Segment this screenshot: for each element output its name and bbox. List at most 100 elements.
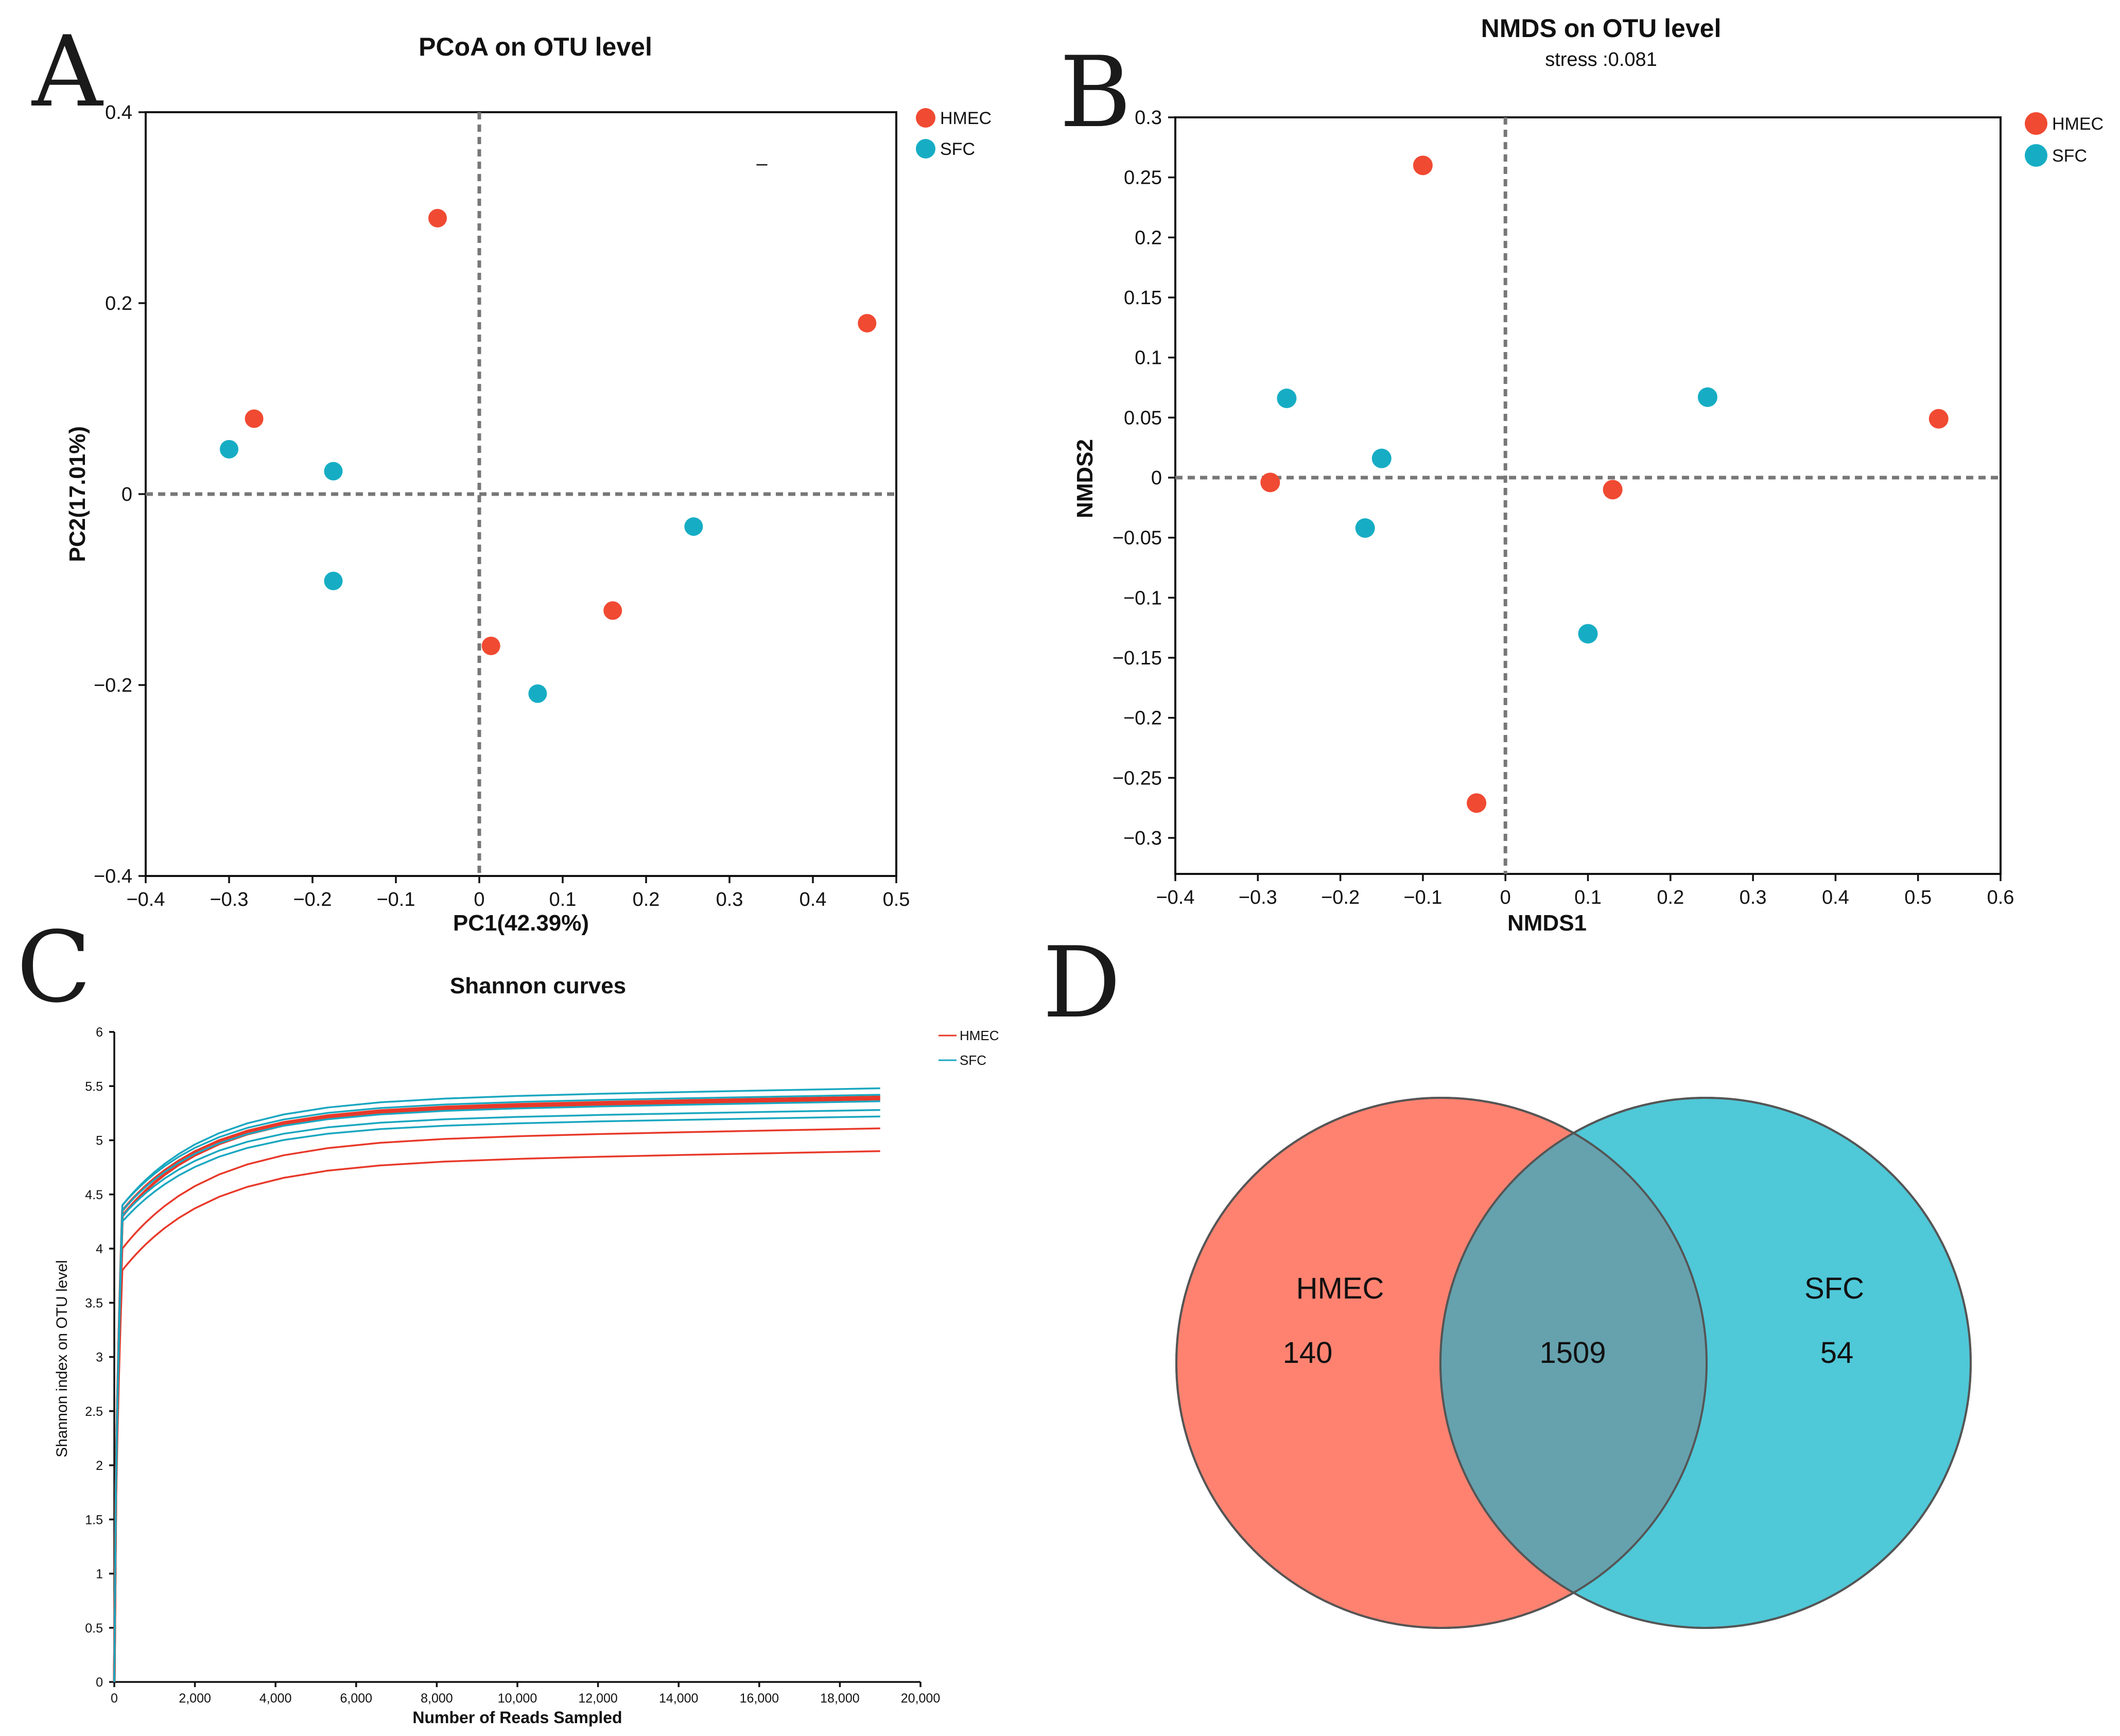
- nmds-x-tick-label: 0.1: [1574, 887, 1602, 908]
- shannon-legend-hmec-label: HMEC: [960, 1028, 999, 1043]
- shannon-curve-sfc: [113, 1087, 880, 1682]
- nmds-legend: HMEC SFC: [2025, 112, 2104, 167]
- nmds-y-tick-label: −0.1: [1123, 587, 1162, 609]
- pcoa-annotation: –: [756, 153, 768, 174]
- shannon-x-tick-label: 6,000: [340, 1691, 373, 1706]
- shannon-y-tick-label: 0.5: [85, 1621, 103, 1636]
- nmds-y-tick-label: 0.1: [1135, 347, 1162, 369]
- nmds-y-tick-label: −0.05: [1113, 528, 1162, 549]
- pcoa-y-tick-label: −0.4: [94, 866, 132, 887]
- nmds-x-tick-label: −0.1: [1403, 887, 1442, 908]
- nmds-x-tick-label: −0.4: [1156, 887, 1194, 908]
- venn-outline-hmec: [1175, 1097, 1708, 1629]
- pcoa-title: PCoA on OTU level: [419, 32, 652, 61]
- pcoa-legend-sfc-marker: [916, 139, 935, 159]
- pcoa-point-sfc: [220, 440, 238, 459]
- nmds-chart: NMDS on OTU level stress :0.081 −0.4 −0.3…: [1072, 14, 2104, 936]
- nmds-x-tick-label: 0.3: [1740, 887, 1767, 908]
- venn-outline-sfc: [1439, 1097, 1972, 1629]
- pcoa-legend: HMEC SFC: [916, 108, 992, 159]
- shannon-x-tick-label: 18,000: [820, 1691, 859, 1706]
- nmds-x-tick-label: −0.3: [1239, 887, 1277, 908]
- shannon-y-tick-label: 2: [96, 1459, 103, 1473]
- pcoa-x-tick-label: −0.2: [293, 889, 332, 910]
- shannon-curve-hmec: [113, 1095, 880, 1682]
- pcoa-point-hmec: [428, 208, 447, 227]
- shannon-x-tick-label: 16,000: [740, 1691, 779, 1706]
- pcoa-y-tick-label: 0.4: [105, 102, 132, 124]
- shannon-legend: HMEC SFC: [939, 1028, 999, 1068]
- nmds-y-axis-label: NMDS2: [1072, 439, 1098, 518]
- nmds-legend-hmec-label: HMEC: [2052, 114, 2104, 134]
- pcoa-point-sfc: [324, 462, 343, 481]
- nmds-point-sfc: [1578, 624, 1598, 644]
- nmds-x-axis-label: NMDS1: [1507, 910, 1587, 936]
- venn-count-hmec-unique: 140: [1283, 1336, 1333, 1370]
- shannon-curve-hmec: [113, 1150, 880, 1682]
- shannon-x-tick-label: 12,000: [578, 1691, 617, 1706]
- shannon-y-tick-label: 1: [96, 1567, 103, 1582]
- pcoa-x-tick-label: −0.3: [210, 889, 248, 910]
- panel-letter-b: B: [1059, 36, 1132, 149]
- pcoa-x-tick-label: −0.4: [126, 889, 165, 910]
- pcoa-y-tick-label: 0: [121, 484, 132, 505]
- nmds-legend-hmec-marker: [2025, 112, 2047, 135]
- pcoa-legend-hmec-label: HMEC: [940, 109, 992, 128]
- shannon-x-tick-label: 14,000: [659, 1691, 698, 1706]
- nmds-point-sfc: [1355, 518, 1375, 538]
- nmds-y-tick-label: −0.2: [1123, 708, 1162, 729]
- pcoa-x-tick-label: 0: [474, 889, 484, 910]
- nmds-legend-sfc-marker: [2025, 144, 2047, 167]
- shannon-x-axis-label: Number of Reads Sampled: [412, 1708, 622, 1727]
- pcoa-x-tick-label: 0.4: [800, 889, 827, 910]
- shannon-legend-sfc-label: SFC: [960, 1053, 986, 1068]
- nmds-point-hmec: [1260, 472, 1280, 493]
- shannon-x-tick-label: 4,000: [259, 1691, 292, 1706]
- shannon-curve-sfc: [113, 1115, 880, 1682]
- nmds-title: NMDS on OTU level: [1481, 14, 1722, 43]
- nmds-y-tick-label: 0.05: [1124, 407, 1162, 429]
- shannon-curve-hmec: [113, 1096, 880, 1682]
- shannon-y-tick-label: 4: [96, 1242, 103, 1256]
- shannon-x-tick-label: 2,000: [179, 1691, 211, 1706]
- shannon-curve-sfc: [113, 1100, 880, 1682]
- nmds-x-tick-label: −0.2: [1321, 887, 1360, 908]
- nmds-y-tick-label: 0.25: [1124, 167, 1162, 189]
- shannon-y-tick-label: 3: [96, 1351, 103, 1365]
- pcoa-point-hmec: [858, 313, 877, 332]
- pcoa-x-tick-label: 0.1: [549, 889, 577, 910]
- shannon-y-tick-label: 5: [96, 1134, 103, 1148]
- shannon-y-tick-label: 4.5: [85, 1188, 103, 1202]
- nmds-x-tick-label: 0.4: [1822, 887, 1849, 908]
- pcoa-x-axis-label: PC1(42.39%): [453, 910, 589, 936]
- nmds-point-hmec: [1413, 155, 1433, 176]
- nmds-x-tick-label: 0.6: [1987, 887, 2014, 908]
- shannon-curve-hmec: [113, 1127, 880, 1682]
- nmds-point-hmec: [1467, 793, 1487, 813]
- nmds-point-hmec: [1928, 409, 1949, 429]
- nmds-plot-frame: [1174, 116, 2002, 875]
- nmds-y-tick-label: 0.2: [1135, 227, 1162, 249]
- nmds-point-sfc: [1697, 387, 1717, 407]
- nmds-point-sfc: [1371, 448, 1392, 468]
- venn-label-hmec: HMEC: [1296, 1272, 1384, 1305]
- pcoa-y-tick-label: 0.2: [105, 293, 132, 314]
- pcoa-legend-sfc-label: SFC: [940, 139, 975, 159]
- venn-label-sfc: SFC: [1804, 1272, 1864, 1305]
- venn-diagram: HMEC 140 1509 SFC 54: [1175, 1097, 1972, 1629]
- pcoa-point-hmec: [481, 636, 500, 655]
- nmds-x-tick-label: 0.2: [1657, 887, 1684, 908]
- pcoa-y-tick-label: −0.2: [94, 675, 132, 696]
- nmds-y-tick-label: −0.25: [1113, 767, 1162, 789]
- pcoa-x-tick-label: 0.3: [716, 889, 743, 910]
- nmds-point-sfc: [1277, 389, 1297, 408]
- nmds-x-tick-label: 0.5: [1904, 887, 1932, 908]
- shannon-y-tick-label: 6: [96, 1025, 103, 1040]
- pcoa-x-tick-label: 0.2: [633, 889, 660, 910]
- nmds-y-tick-label: −0.15: [1113, 647, 1162, 669]
- shannon-x-tick-label: 20,000: [901, 1691, 940, 1706]
- venn-count-sfc-unique: 54: [1820, 1336, 1854, 1370]
- nmds-subtitle: stress :0.081: [1545, 49, 1657, 71]
- pcoa-chart: PCoA on OTU level −0.4 −0.3 −0.2 −0.1 0 0.1 0.…: [65, 32, 992, 936]
